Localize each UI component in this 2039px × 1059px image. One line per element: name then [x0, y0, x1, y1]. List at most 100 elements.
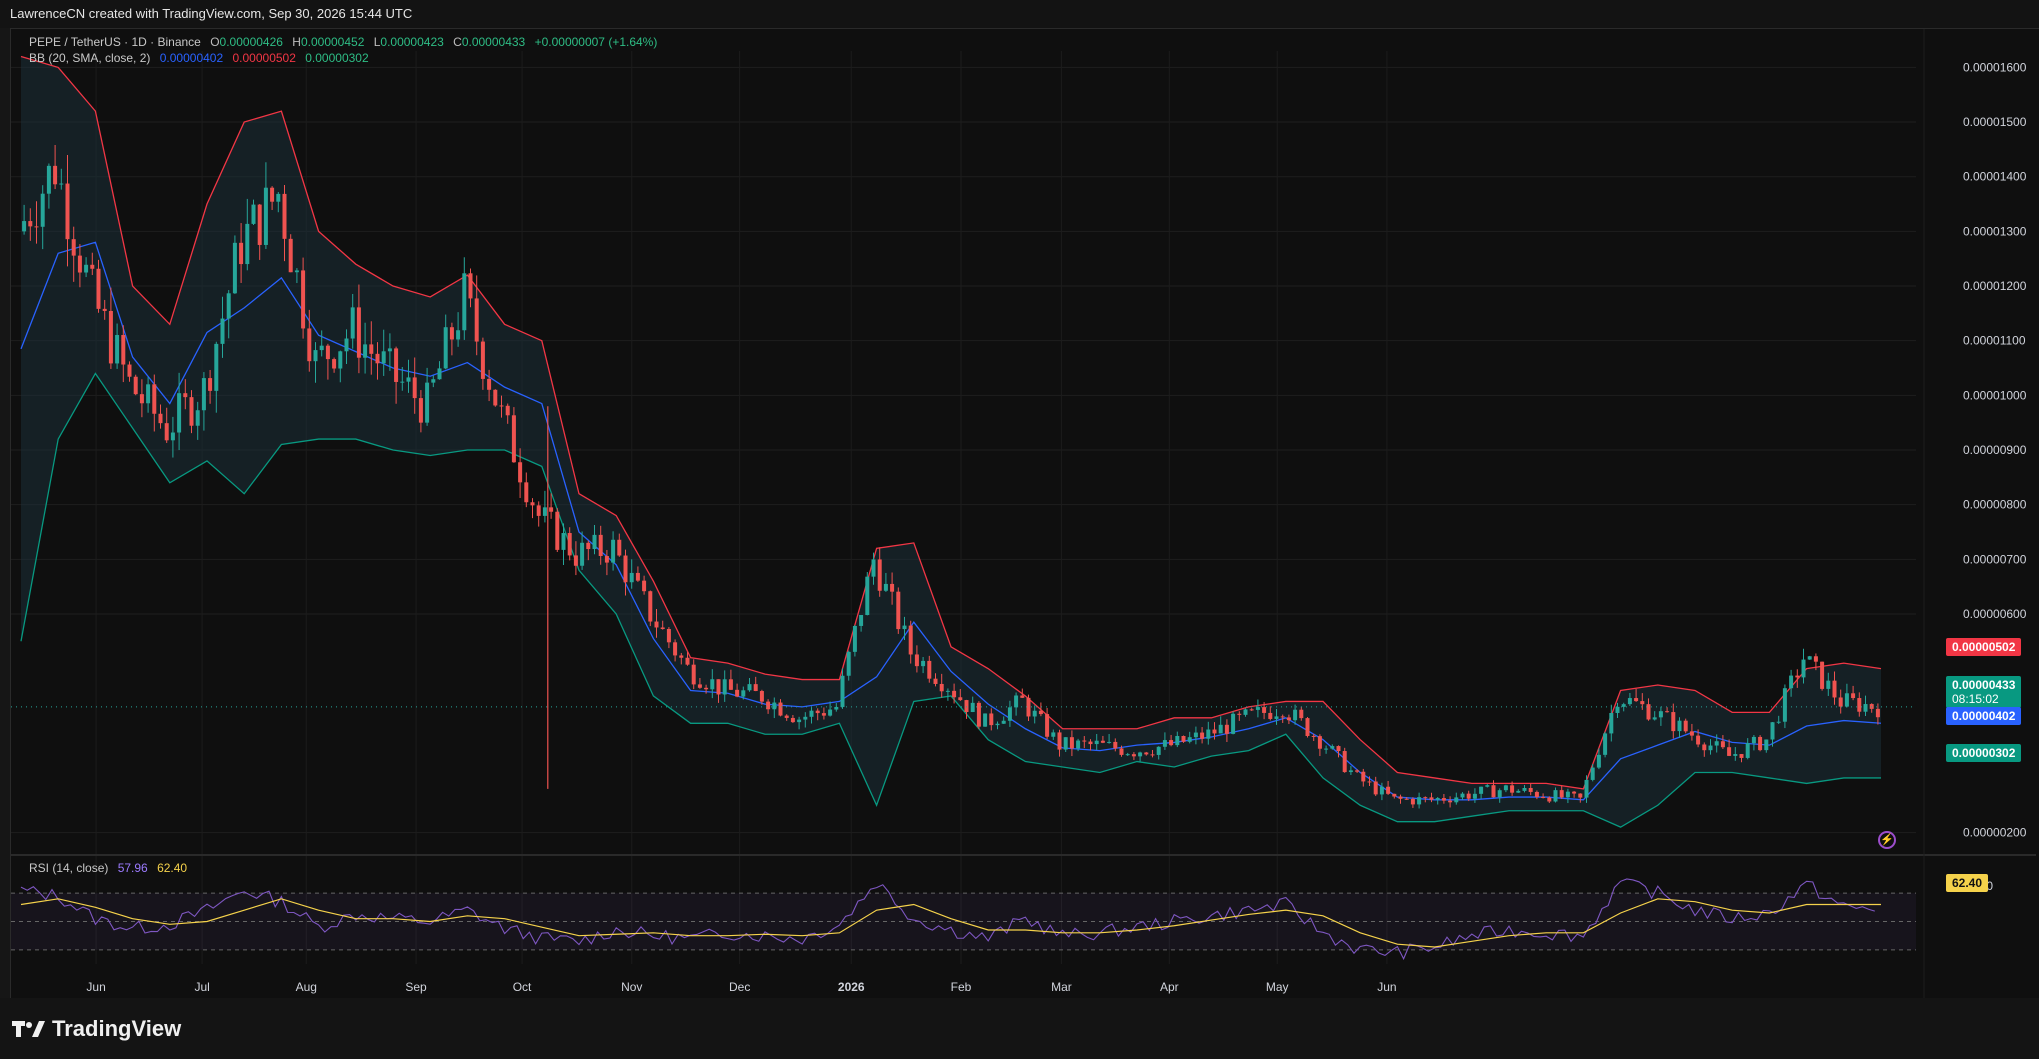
candle-body: [1441, 798, 1446, 801]
y-tick-label: 0.00001000: [1963, 388, 2027, 402]
candle-body: [704, 687, 709, 690]
candle-body: [133, 376, 138, 395]
candle-body: [449, 327, 454, 340]
candle-body: [90, 264, 95, 269]
legend-close: 0.00000433: [461, 35, 526, 49]
chart-area[interactable]: 0.00001600 0.00001500 0.00001400 0.00001300…: [10, 28, 2039, 999]
candle-body: [1336, 746, 1341, 752]
candle-body: [1745, 743, 1750, 758]
candle-body: [276, 193, 281, 202]
candle-body: [1045, 714, 1050, 737]
legend-open-label: O: [210, 35, 220, 49]
candle-body: [1534, 791, 1539, 797]
candle-body: [1280, 716, 1285, 718]
candle-body: [964, 700, 969, 712]
candle-body: [914, 654, 919, 667]
candle-body: [1851, 693, 1856, 699]
candle-body: [34, 226, 39, 228]
candle-body: [84, 264, 89, 273]
y-tick-label: 0.00000200: [1963, 826, 2027, 840]
tradingview-logo-text: TradingView: [52, 1016, 182, 1041]
candle-body: [1231, 713, 1236, 734]
candle-body: [1553, 790, 1558, 802]
candle-body: [1466, 793, 1471, 799]
candle-body: [629, 572, 634, 583]
candle-body: [989, 713, 994, 726]
candle-body: [1088, 741, 1093, 745]
candle-body: [1448, 800, 1453, 803]
candle-body: [1274, 716, 1279, 719]
candle-body: [1621, 704, 1626, 707]
candle-body: [1305, 718, 1310, 736]
candle-body: [1813, 656, 1818, 662]
candle-body: [1169, 740, 1174, 746]
candle-body: [741, 690, 746, 697]
candle-body: [158, 413, 163, 424]
alert-bolt-icon[interactable]: ⚡: [1878, 831, 1896, 849]
candle-body: [356, 307, 361, 358]
candle-body: [270, 187, 275, 202]
candle-body: [232, 242, 237, 294]
legend-open: 0.00000426: [219, 35, 283, 49]
candle-body: [1324, 748, 1329, 750]
candle-body: [332, 359, 337, 369]
candle-body: [338, 351, 343, 369]
candle-body: [518, 462, 523, 483]
candle-body: [1249, 709, 1254, 711]
candle-body: [1609, 712, 1614, 734]
candle-body: [437, 368, 442, 380]
candle-body: [350, 307, 355, 339]
candle-body: [1857, 698, 1862, 712]
candle-body: [220, 318, 225, 344]
candle-body: [722, 679, 727, 695]
y-tick-label: 0.00000900: [1963, 443, 2027, 457]
last-price-value: 0.00000433: [1952, 678, 2016, 692]
candle-body: [325, 345, 330, 360]
candle-body: [921, 660, 926, 667]
x-tick-label: Apr: [1160, 980, 1179, 994]
candle-body: [1844, 693, 1849, 707]
chart-banner: LawrenceCN created with TradingView.com,…: [0, 0, 2039, 28]
candle-body: [1007, 707, 1012, 721]
candle-body: [1404, 798, 1409, 800]
candle-body: [1801, 659, 1806, 678]
candle-body: [400, 381, 405, 383]
candle-body: [648, 591, 653, 622]
chart-svg[interactable]: 0.00001600 0.00001500 0.00001400 0.00001300…: [11, 29, 2039, 999]
candle-body: [282, 193, 287, 239]
candle-body: [28, 221, 33, 227]
candle-body: [1330, 746, 1335, 749]
candle-body: [623, 555, 628, 583]
candle-body: [313, 350, 318, 362]
candle-body: [394, 348, 399, 382]
legend-close-label: C: [453, 35, 462, 49]
candle-body: [195, 410, 200, 426]
candle-body: [1826, 680, 1831, 689]
candle-body: [1057, 732, 1062, 750]
candle-body: [170, 432, 175, 441]
candle-body: [1131, 754, 1136, 757]
candle-body: [1429, 797, 1434, 800]
candle-body: [840, 675, 845, 707]
candle-body: [1361, 771, 1366, 782]
candle-body: [1590, 767, 1595, 780]
candle-body: [611, 539, 616, 563]
candle-body: [1665, 711, 1670, 713]
candle-body: [815, 710, 820, 714]
tradingview-logo[interactable]: TradingView: [12, 1016, 181, 1042]
candle-body: [759, 691, 764, 702]
candle-body: [1193, 732, 1198, 738]
candle-body: [877, 559, 882, 591]
bb-lower-tag: 0.00000302: [1946, 744, 2022, 762]
candle-body: [1584, 779, 1589, 798]
legend-change: +0.00000007 (+1.64%): [534, 35, 658, 49]
bb-upper-line: [20, 55, 1882, 790]
candle-body: [1162, 740, 1167, 747]
candle-body: [1373, 781, 1378, 795]
candle-body: [1299, 709, 1304, 719]
candle-body: [294, 270, 299, 273]
legend-rsi-label: RSI (14, close): [29, 861, 109, 875]
candle-body: [1714, 741, 1719, 746]
x-tick-label: Sep: [405, 980, 427, 994]
candle-body: [766, 701, 771, 710]
